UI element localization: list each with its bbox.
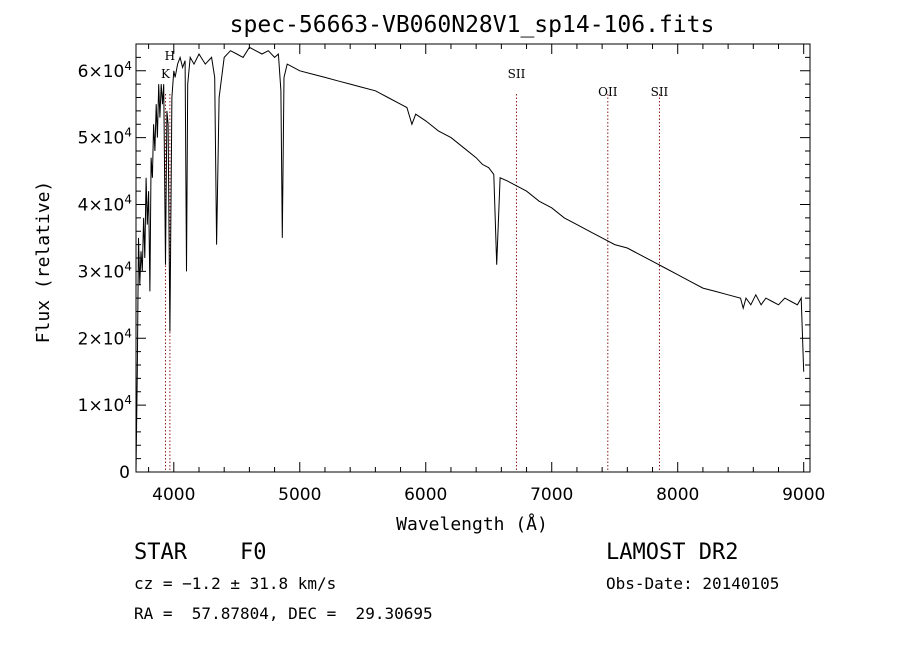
x-axis: 4000 5000 6000 7000 8000 9000 bbox=[148, 44, 825, 505]
object-type: STAR bbox=[134, 540, 187, 565]
chart-title: spec-56663-VB060N28V1_sp14-106.fits bbox=[230, 12, 715, 38]
line-markers: HK SII OII SII bbox=[161, 49, 669, 472]
spectral-subclass: F0 bbox=[240, 540, 267, 565]
x-tick-label: 6000 bbox=[404, 485, 447, 505]
line-marker-label: OII bbox=[598, 85, 618, 99]
line-marker-label: K bbox=[161, 67, 171, 81]
y-axis: 0 1×104 2×104 3×104 4×104 5×104 6×104 bbox=[78, 56, 810, 483]
x-tick-label: 5000 bbox=[278, 485, 321, 505]
y-axis-label: Flux (relative) bbox=[33, 181, 54, 344]
x-axis-label: Wavelength (Å) bbox=[396, 513, 548, 535]
line-marker-label: SII bbox=[651, 85, 669, 99]
y-tick-label: 1×104 bbox=[78, 393, 132, 416]
survey-name: LAMOST DR2 bbox=[606, 540, 739, 565]
y-tick-label: 2×104 bbox=[78, 326, 132, 349]
redshift-velocity: cz = −1.2 ± 31.8 km/s bbox=[134, 574, 337, 593]
y-tick-label: 4×104 bbox=[78, 193, 132, 216]
y-tick-label: 0 bbox=[119, 463, 130, 483]
x-tick-label: 9000 bbox=[782, 485, 825, 505]
plot-frame bbox=[135, 43, 811, 473]
coordinates: RA = 57.87804, DEC = 29.30695 bbox=[134, 604, 433, 623]
line-marker-label: H bbox=[165, 49, 175, 63]
x-tick-label: 8000 bbox=[656, 485, 699, 505]
y-tick-label: 3×104 bbox=[78, 259, 132, 282]
observation-date: Obs-Date: 20140105 bbox=[606, 574, 780, 593]
spectrum-line bbox=[135, 46, 805, 473]
x-tick-label: 4000 bbox=[152, 485, 195, 505]
line-marker-label: SII bbox=[508, 67, 526, 81]
series-layer bbox=[135, 46, 805, 473]
y-tick-label: 5×104 bbox=[78, 126, 132, 149]
x-tick-label: 7000 bbox=[530, 485, 573, 505]
y-tick-label: 6×104 bbox=[78, 59, 132, 82]
